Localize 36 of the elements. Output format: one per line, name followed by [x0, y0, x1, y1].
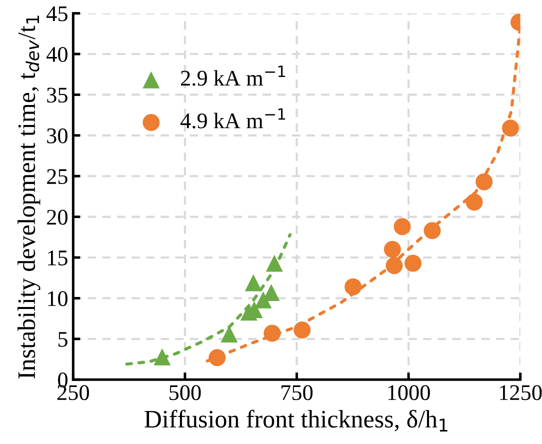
- x-tick-label: 250: [57, 385, 89, 400]
- point: [386, 257, 403, 274]
- point: [394, 218, 411, 236]
- point: [424, 222, 441, 240]
- legend-label: 2.9 kA m$^{−1}$: [181, 66, 286, 86]
- line-series: [125, 233, 292, 366]
- y-tick-label: 25: [47, 169, 68, 184]
- point: [466, 194, 483, 211]
- point: [254, 291, 272, 308]
- y-tick-label: 30: [47, 128, 68, 144]
- point: [264, 324, 281, 342]
- legend-label: 4.9 kA m$^{−1}$: [180, 108, 286, 128]
- x-tick-label: 750: [282, 385, 313, 400]
- y-tick-label: 35: [47, 88, 68, 103]
- x-tick-label: 1000: [388, 385, 430, 400]
- y-tick-label: 10: [48, 291, 68, 306]
- point: [502, 120, 519, 137]
- x-axis-title: Diffusion front thickness, δ/h$_{1}$: [144, 410, 448, 432]
- point: [266, 254, 283, 272]
- point: [208, 349, 226, 366]
- point: [404, 254, 422, 272]
- y-tick-label: 15: [48, 250, 68, 266]
- point: [344, 278, 362, 296]
- point: [244, 274, 262, 292]
- y-tick-label: 20: [47, 210, 68, 225]
- point: [294, 321, 311, 338]
- y-tick-label: 45: [46, 6, 68, 22]
- y-axis-title: Instability development time, t$_{dev}$/t$_{1}$: [18, 16, 40, 379]
- point: [384, 240, 401, 258]
- point: [476, 173, 493, 190]
- x-tick-label: 500: [170, 385, 201, 400]
- point: [154, 348, 171, 366]
- y-tick-label: 0: [58, 372, 68, 388]
- y-tick-label: 5: [58, 332, 68, 347]
- y-tick-label: 40: [46, 46, 68, 62]
- x-tick-label: 1250: [500, 385, 542, 400]
